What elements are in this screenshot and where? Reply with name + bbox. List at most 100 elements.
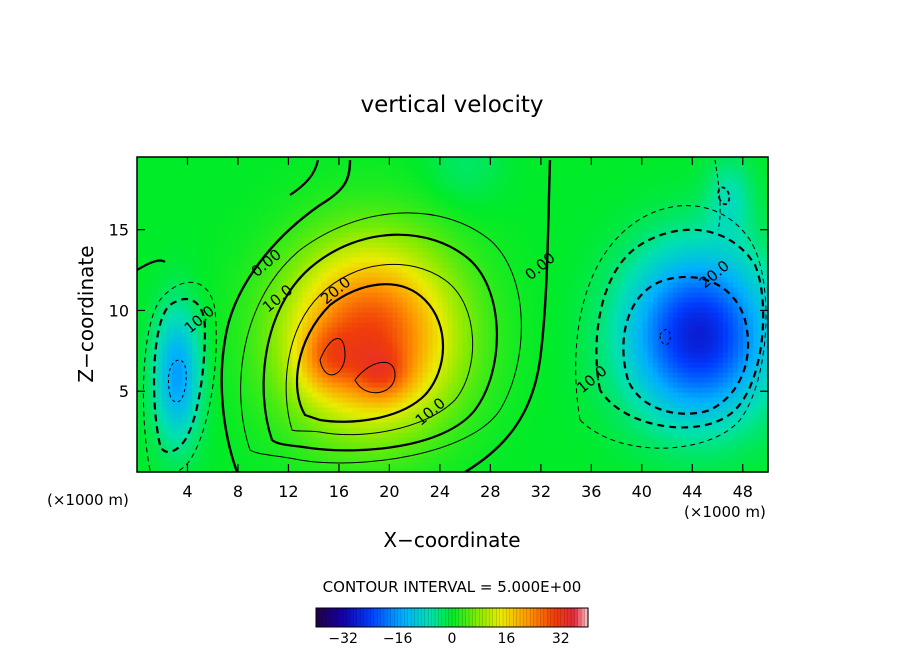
field-cell bbox=[512, 242, 519, 248]
field-cell bbox=[527, 337, 534, 343]
field-cell bbox=[372, 277, 378, 283]
field-cell bbox=[167, 172, 173, 178]
field-cell bbox=[247, 167, 253, 173]
field-cell bbox=[412, 252, 419, 258]
field-cell bbox=[307, 302, 313, 308]
field-cell bbox=[442, 332, 449, 338]
field-cell bbox=[472, 432, 479, 438]
field-cell bbox=[412, 202, 419, 208]
field-cell bbox=[207, 287, 213, 293]
field-cell bbox=[142, 202, 148, 208]
field-cell bbox=[427, 397, 434, 403]
field-cell bbox=[242, 442, 248, 448]
field-cell bbox=[182, 362, 188, 368]
field-cell bbox=[262, 272, 268, 278]
field-cell bbox=[487, 397, 494, 403]
field-cell bbox=[147, 407, 153, 413]
field-cell bbox=[362, 397, 368, 403]
field-cell bbox=[147, 432, 153, 438]
field-cell bbox=[462, 452, 469, 458]
field-cell bbox=[482, 287, 489, 293]
field-cell bbox=[252, 322, 258, 328]
field-cell bbox=[277, 337, 283, 343]
field-cell bbox=[257, 202, 263, 208]
field-cell bbox=[447, 187, 454, 193]
field-cell bbox=[437, 167, 444, 173]
field-cell bbox=[187, 237, 193, 243]
field-cell bbox=[147, 332, 153, 338]
field-cell bbox=[152, 387, 158, 393]
field-cell bbox=[352, 407, 358, 413]
field-cell bbox=[432, 277, 439, 283]
field-cell bbox=[302, 362, 308, 368]
field-cell bbox=[292, 347, 298, 353]
field-cell bbox=[217, 222, 223, 228]
field-cell bbox=[207, 357, 213, 363]
field-cell bbox=[222, 327, 228, 333]
field-cell bbox=[297, 342, 303, 348]
field-cell bbox=[502, 447, 509, 453]
field-cell bbox=[197, 192, 203, 198]
field-cell bbox=[307, 212, 313, 218]
field-cell bbox=[207, 182, 213, 188]
field-cell bbox=[197, 442, 203, 448]
field-cell bbox=[377, 287, 383, 293]
field-cell bbox=[472, 457, 479, 463]
field-cell bbox=[227, 202, 233, 208]
field-cell bbox=[317, 282, 323, 288]
field-cell bbox=[342, 192, 348, 198]
field-cell bbox=[412, 342, 419, 348]
field-cell bbox=[177, 307, 183, 313]
field-cell bbox=[482, 442, 489, 448]
field-cell bbox=[242, 402, 248, 408]
field-cell bbox=[342, 262, 348, 268]
field-cell bbox=[447, 182, 454, 188]
field-cell bbox=[142, 287, 148, 293]
field-cell bbox=[212, 277, 218, 283]
field-cell bbox=[477, 297, 484, 303]
field-cell bbox=[282, 367, 288, 373]
field-cell bbox=[507, 212, 514, 218]
field-cell bbox=[302, 192, 308, 198]
field-cell bbox=[142, 297, 148, 303]
field-cell bbox=[392, 392, 399, 398]
field-cell bbox=[162, 207, 168, 213]
field-cell bbox=[232, 442, 238, 448]
field-cell bbox=[507, 177, 514, 183]
field-cell bbox=[317, 392, 323, 398]
field-cell bbox=[467, 387, 474, 393]
field-cell bbox=[317, 462, 323, 468]
field-cell bbox=[272, 312, 278, 318]
field-cell bbox=[497, 227, 504, 233]
field-cell bbox=[442, 422, 449, 428]
field-cell bbox=[437, 442, 444, 448]
field-cell bbox=[167, 287, 173, 293]
field-cell bbox=[282, 287, 288, 293]
field-cell bbox=[302, 177, 308, 183]
field-cell bbox=[427, 167, 434, 173]
field-cell bbox=[207, 162, 213, 168]
field-cell bbox=[457, 382, 464, 388]
field-cell bbox=[507, 272, 514, 278]
field-cell bbox=[417, 172, 424, 178]
field-cell bbox=[262, 242, 268, 248]
field-cell bbox=[162, 217, 168, 223]
field-cell bbox=[232, 212, 238, 218]
field-cell bbox=[457, 412, 464, 418]
field-cell bbox=[217, 427, 223, 433]
field-cell bbox=[257, 342, 263, 348]
field-cell bbox=[147, 397, 153, 403]
field-cell bbox=[457, 292, 464, 298]
field-cell bbox=[312, 357, 318, 363]
field-cell bbox=[242, 362, 248, 368]
field-cell bbox=[457, 377, 464, 383]
field-cell bbox=[152, 347, 158, 353]
field-cell bbox=[372, 387, 378, 393]
field-cell bbox=[142, 337, 148, 343]
field-cell bbox=[487, 447, 494, 453]
field-cell bbox=[237, 397, 243, 403]
field-cell bbox=[177, 407, 183, 413]
field-cell bbox=[202, 282, 208, 288]
field-cell bbox=[207, 202, 213, 208]
field-cell bbox=[312, 457, 318, 463]
